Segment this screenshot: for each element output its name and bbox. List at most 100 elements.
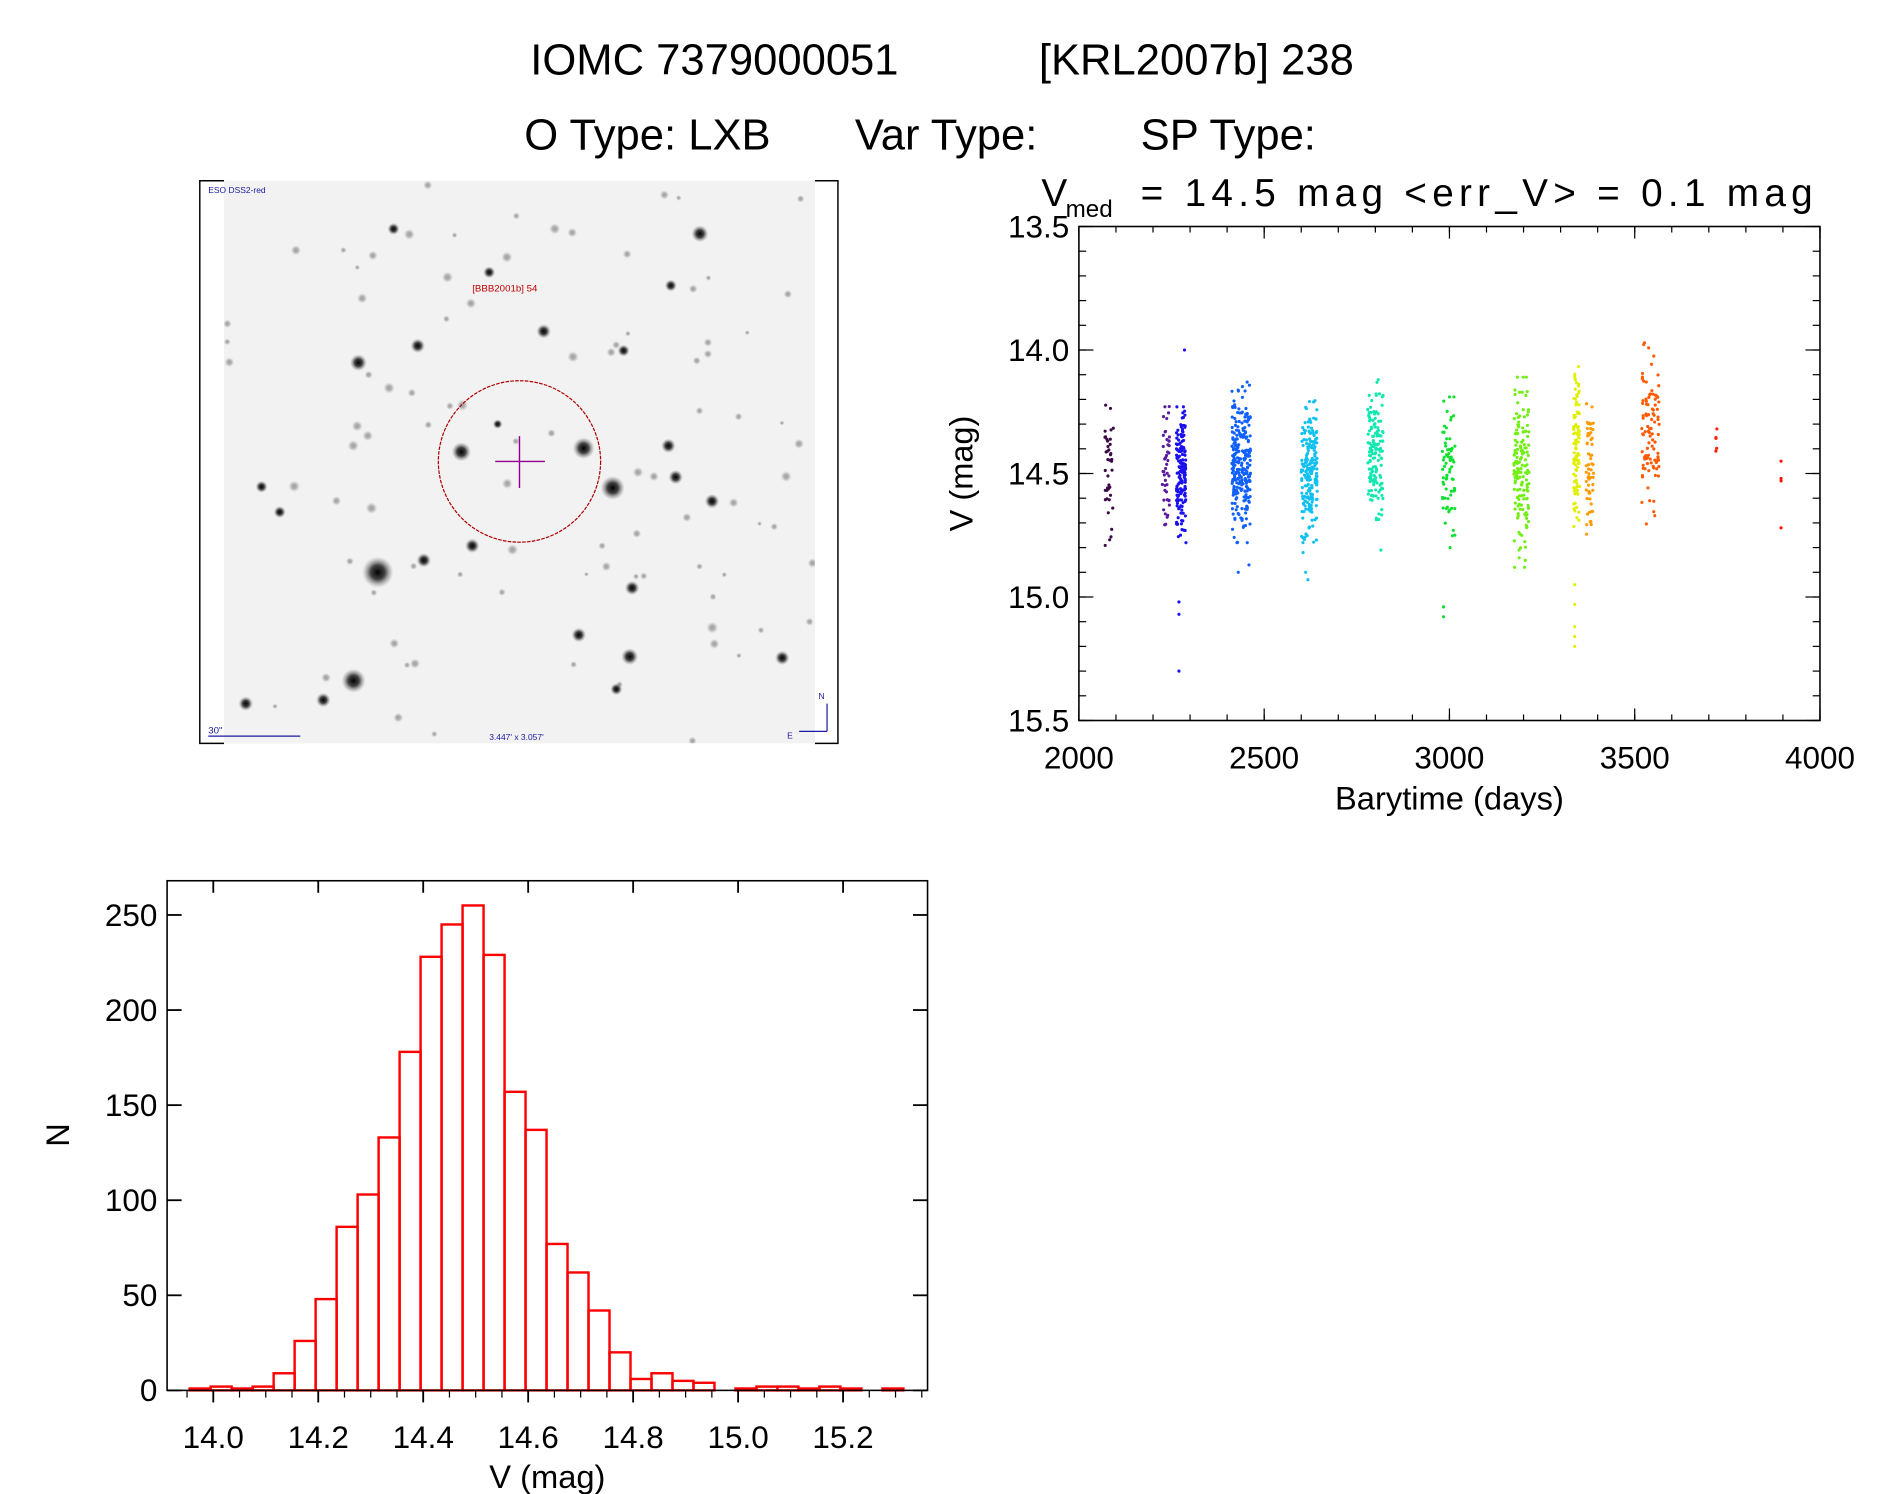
data-point — [1513, 388, 1517, 392]
data-point — [1515, 455, 1519, 459]
y-tick-label: 50 — [122, 1278, 157, 1313]
data-point — [1521, 375, 1525, 379]
data-point — [1165, 416, 1169, 421]
data-point — [1444, 461, 1448, 465]
data-point — [1163, 512, 1167, 516]
data-point — [1239, 463, 1244, 467]
data-point — [1515, 375, 1519, 379]
data-point — [1176, 494, 1180, 499]
data-point — [1520, 390, 1524, 394]
data-point — [1380, 429, 1385, 434]
data-point — [1177, 449, 1181, 453]
finder-frame — [199, 180, 839, 745]
data-point — [1373, 456, 1377, 460]
faint-star — [512, 437, 520, 445]
data-point — [1453, 444, 1457, 448]
data-point — [1521, 408, 1525, 412]
y-tick-label: 14.5 — [1008, 456, 1069, 491]
faint-star — [431, 730, 438, 738]
data-point — [1656, 451, 1660, 455]
data-point — [1377, 490, 1381, 494]
data-point — [1452, 395, 1456, 399]
data-point — [1230, 425, 1234, 430]
data-point — [1233, 516, 1237, 520]
data-point — [1441, 476, 1445, 480]
faint-star — [340, 246, 347, 254]
data-point — [1525, 516, 1529, 520]
faint-star — [598, 541, 606, 550]
data-point — [1656, 432, 1660, 437]
data-point — [1238, 433, 1242, 437]
data-point — [1245, 496, 1249, 500]
variability-type: Var Type: — [855, 111, 1037, 159]
data-point — [1644, 522, 1648, 526]
data-point — [1244, 453, 1248, 457]
data-point — [1512, 453, 1516, 457]
x-tick-label: 14.4 — [393, 1420, 454, 1455]
data-point — [1641, 414, 1645, 418]
data-point — [1110, 457, 1114, 462]
survey-label: ESO DSS2-red — [208, 185, 266, 195]
data-point — [1589, 502, 1593, 506]
faint-star — [622, 249, 632, 259]
data-point — [1377, 517, 1381, 522]
data-point — [1315, 467, 1319, 471]
data-point — [1314, 471, 1319, 476]
data-point — [1584, 488, 1588, 492]
data-point — [1303, 421, 1307, 425]
data-point — [1231, 491, 1236, 495]
data-point — [1304, 532, 1308, 536]
data-point — [1231, 463, 1235, 467]
data-point — [1645, 461, 1650, 466]
faint-star — [403, 228, 415, 240]
data-point — [1572, 472, 1576, 476]
y-tick-label: 13.5 — [1008, 209, 1069, 244]
data-point — [1243, 419, 1247, 423]
star — [483, 266, 496, 279]
x-tick-label: 4000 — [1785, 741, 1855, 776]
faint-star — [547, 428, 556, 438]
data-point — [1444, 487, 1448, 491]
data-point — [1573, 602, 1577, 606]
faint-star — [383, 382, 395, 394]
data-point — [1518, 444, 1523, 448]
x-tick-label: 2000 — [1044, 741, 1114, 776]
data-point — [1590, 509, 1595, 513]
data-point — [1369, 410, 1373, 415]
data-point — [1107, 448, 1111, 452]
data-point — [1523, 540, 1527, 544]
data-point — [1181, 445, 1185, 450]
data-point — [1443, 441, 1447, 445]
season-11 — [1714, 427, 1719, 453]
data-point — [1246, 466, 1250, 470]
faint-star — [403, 661, 411, 669]
data-point — [1588, 497, 1592, 501]
data-point — [1103, 468, 1107, 473]
data-point — [1307, 400, 1312, 404]
data-point — [1370, 498, 1374, 502]
data-point — [1175, 453, 1179, 457]
data-point — [1180, 465, 1184, 469]
data-point — [1381, 393, 1385, 398]
data-point — [1526, 453, 1530, 458]
data-point — [1445, 473, 1449, 477]
data-point — [1648, 434, 1652, 438]
data-point — [1451, 458, 1455, 462]
data-point — [1650, 417, 1654, 422]
data-point — [1180, 508, 1184, 512]
season-9 — [1584, 402, 1596, 536]
faint-star — [441, 271, 454, 283]
data-point — [1302, 438, 1306, 442]
star — [617, 344, 630, 357]
data-point — [1103, 543, 1107, 547]
data-point — [1103, 429, 1107, 433]
data-point — [1231, 454, 1236, 458]
data-point — [1315, 436, 1319, 440]
data-point — [1589, 457, 1593, 461]
faint-star — [709, 593, 717, 601]
data-point — [1315, 489, 1319, 493]
data-point — [1515, 428, 1519, 432]
data-point — [1234, 472, 1238, 476]
faint-star — [744, 330, 750, 336]
data-point — [1110, 468, 1114, 472]
